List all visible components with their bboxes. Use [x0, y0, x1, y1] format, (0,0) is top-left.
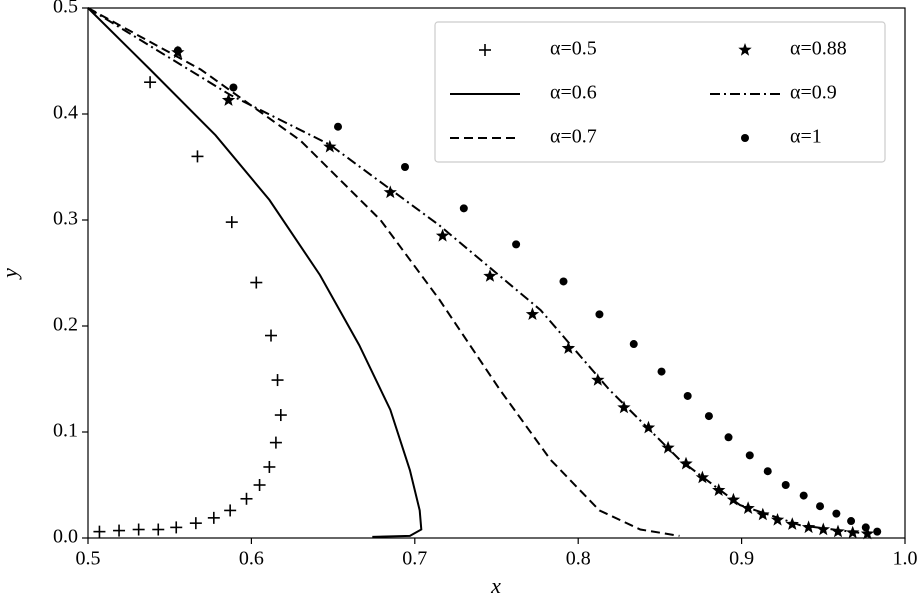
star-marker [525, 307, 540, 320]
dot-marker [816, 502, 825, 511]
plot-frame [87, 7, 906, 539]
legend-label: α=0.88 [790, 38, 847, 60]
star-marker [756, 507, 770, 521]
dot-marker [229, 83, 238, 92]
plus-marker [144, 76, 157, 89]
dot-marker [629, 340, 638, 349]
star-marker [816, 522, 830, 536]
plus-marker [269, 436, 282, 449]
star-marker [641, 420, 656, 434]
x-tick-label: 1.0 [893, 548, 918, 570]
plus-marker [170, 521, 183, 534]
dot-marker [683, 391, 692, 400]
x-tick-label: 0.9 [729, 548, 754, 570]
y-tick-label: 0.5 [53, 0, 78, 18]
dot-marker [512, 240, 521, 249]
dot-marker [595, 310, 604, 319]
star-marker [679, 456, 693, 470]
star-marker [661, 440, 675, 454]
x-axis-label: x [490, 573, 501, 598]
star-marker [591, 373, 605, 386]
star-marker [617, 400, 631, 414]
star-marker [483, 269, 497, 282]
plus-marker [225, 216, 238, 229]
legend-label: α=0.6 [550, 82, 597, 104]
dot-marker [873, 527, 882, 536]
star-marker [561, 341, 576, 354]
legend-label: α=1 [790, 126, 822, 148]
plus-marker [240, 492, 253, 505]
x-tick-label: 0.5 [76, 548, 101, 570]
dot-marker [559, 277, 568, 286]
legend-label: α=0.5 [550, 38, 597, 60]
dot-marker [799, 491, 808, 500]
plus-marker [189, 517, 202, 530]
star-marker [323, 139, 337, 153]
plus-marker [132, 523, 145, 536]
dot-marker [832, 509, 841, 518]
plus-marker [271, 374, 284, 387]
y-tick-label: 0.1 [53, 420, 78, 442]
plus-marker [265, 329, 278, 342]
star-marker [770, 513, 785, 526]
dot-marker [459, 204, 468, 213]
plus-marker [191, 150, 204, 163]
legend-label: α=0.7 [550, 126, 597, 148]
plus-marker [263, 460, 276, 473]
dot-marker [657, 367, 666, 376]
legend: α=0.5 α=0.6 α=0.7 α=0.88 α=0.9 α=1 [434, 21, 886, 163]
dot-marker [400, 163, 409, 171]
x-tick-label: 0.6 [239, 548, 264, 570]
x-tick-label: 0.8 [566, 548, 591, 570]
legend-label: α=0.9 [790, 82, 837, 104]
dot-marker [741, 134, 749, 142]
plus-marker [207, 511, 220, 524]
star-marker [712, 483, 726, 496]
star-marker [695, 470, 709, 484]
y-axis-label: y [0, 268, 22, 280]
series-line [87, 7, 423, 538]
plus-marker [224, 504, 237, 517]
dot-marker [704, 412, 713, 421]
plus-marker [93, 525, 106, 538]
dot-marker [763, 467, 772, 476]
series-line [87, 7, 860, 534]
y-tick-label: 0.3 [53, 208, 78, 230]
star-marker [860, 526, 875, 540]
star-marker [726, 492, 741, 506]
plus-marker [274, 409, 287, 422]
plus-marker [152, 523, 165, 536]
star-marker [738, 43, 752, 56]
star-marker [435, 228, 450, 242]
plus-marker [253, 479, 266, 491]
dot-marker [781, 481, 790, 489]
dot-marker [334, 122, 343, 131]
star-marker [221, 93, 236, 106]
dot-marker [861, 523, 870, 532]
dot-marker [745, 451, 754, 460]
plus-marker [250, 276, 263, 289]
dot-marker [173, 46, 182, 55]
legend-box [434, 21, 886, 163]
plus-marker [113, 524, 126, 537]
star-marker [383, 185, 397, 199]
y-tick-label: 0.0 [53, 526, 78, 548]
y-tick-label: 0.4 [53, 102, 78, 124]
x-tick-label: 0.7 [402, 548, 427, 570]
y-tick-label: 0.2 [53, 314, 78, 336]
star-marker [801, 520, 816, 534]
dot-marker [724, 433, 733, 442]
plus-marker [479, 44, 491, 56]
dot-marker [847, 517, 856, 526]
